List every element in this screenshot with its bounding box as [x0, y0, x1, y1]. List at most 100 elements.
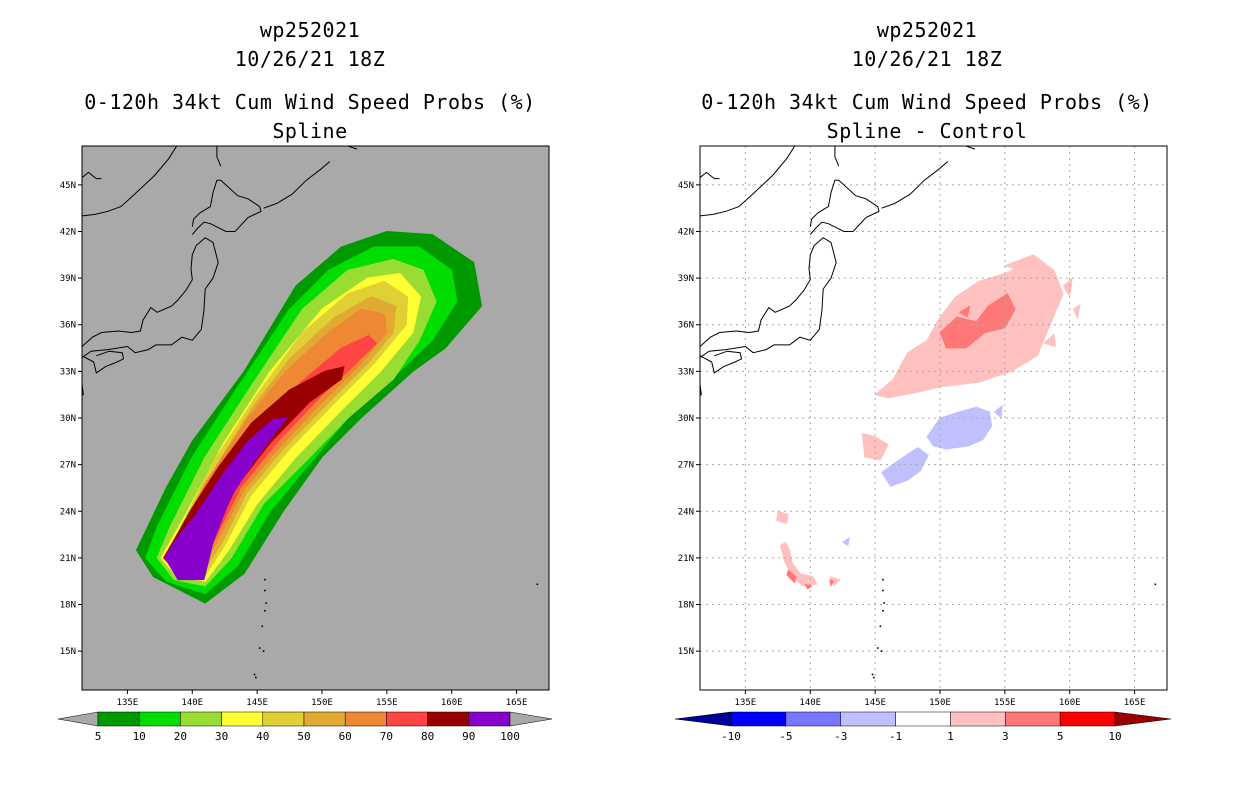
colorbar-swatch-5	[303, 711, 346, 727]
y-tick-label-39N: 39N	[678, 274, 694, 284]
coastline-7	[881, 161, 949, 209]
colorbar-swatch-3	[895, 711, 951, 727]
island-9	[536, 583, 539, 586]
y-tick-label-33N: 33N	[60, 367, 76, 377]
coastline-0	[82, 237, 219, 359]
left-title-1: wp252021	[259, 18, 361, 42]
coastline-8	[347, 146, 358, 150]
colorbar-label-10: 10	[1108, 730, 1121, 743]
right-map-panel: 135E 140E 145E 150E 155E 160E 165E 15N 18N 21N 24N…	[674, 145, 1172, 743]
y-tick-label-45N: 45N	[60, 181, 76, 191]
colorbar-swatch-1	[138, 711, 181, 727]
island-0	[882, 578, 884, 581]
coastline-1	[809, 179, 880, 235]
x-tick-label-160E: 160E	[441, 698, 463, 708]
coastline-2	[834, 146, 840, 167]
diff-patch-2	[1062, 277, 1073, 298]
colorbar-swatch-1	[785, 711, 841, 727]
y-tick-label-39N: 39N	[60, 274, 76, 284]
y-tick-label-15N: 15N	[60, 647, 76, 657]
colorbar-swatch-8	[427, 711, 470, 727]
x-tick-label-145E: 145E	[246, 698, 268, 708]
colorbar-swatch-7	[386, 711, 428, 727]
coastline-6	[700, 383, 702, 403]
right-title-2: 10/26/21 18Z	[851, 47, 1003, 71]
island-4	[261, 625, 264, 628]
map-background	[700, 146, 1167, 690]
y-tick-label-36N: 36N	[678, 321, 694, 331]
left-title-3: 0-120h 34kt Cum Wind Speed Probs (%)	[84, 90, 536, 114]
diff-patch-1	[1004, 254, 1045, 274]
diff-patch-5	[939, 293, 1016, 349]
x-tick-label-155E: 155E	[994, 698, 1016, 708]
island-5	[258, 647, 261, 649]
left-title-2: 10/26/21 18Z	[234, 47, 386, 71]
x-tick-label-140E: 140E	[799, 698, 821, 708]
island-2	[265, 602, 268, 604]
colorbar-label-30: 30	[215, 730, 228, 743]
island-9	[1154, 583, 1157, 586]
x-tick-label-165E: 165E	[1124, 698, 1146, 708]
x-tick-label-150E: 150E	[929, 698, 951, 708]
colorbar-label-10: 10	[133, 730, 146, 743]
colorbar-label-80: 80	[421, 730, 434, 743]
colorbar-label-90: 90	[462, 730, 475, 743]
colorbar-swatch-4	[262, 711, 305, 727]
x-tick-label-160E: 160E	[1059, 698, 1081, 708]
coastline-3	[82, 146, 178, 217]
colorbar-label-50: 50	[297, 730, 310, 743]
diff-patch-3	[1043, 333, 1056, 347]
colorbar: 5 10 20 30 40 50 60 70 80 90 100	[57, 711, 553, 743]
island-1	[264, 589, 266, 592]
y-tick-label-30N: 30N	[678, 414, 694, 424]
y-tick-label-36N: 36N	[60, 321, 76, 331]
diff-patch-17	[842, 537, 850, 546]
colorbar-low-arrow	[674, 711, 732, 727]
x-tick-label-150E: 150E	[311, 698, 333, 708]
y-tick-label-24N: 24N	[678, 507, 694, 517]
y-tick-label-42N: 42N	[678, 227, 694, 237]
y-tick-label-24N: 24N	[60, 507, 76, 517]
y-tick-label-21N: 21N	[678, 554, 694, 564]
colorbar-label-60: 60	[339, 730, 352, 743]
colorbar-swatch-2	[840, 711, 896, 727]
left-title-4: Spline	[272, 119, 348, 143]
y-tick-label-15N: 15N	[678, 647, 694, 657]
colorbar-label-1: 1	[947, 730, 954, 743]
x-tick-label-155E: 155E	[376, 698, 398, 708]
island-1	[882, 589, 884, 592]
colorbar-label--10: -10	[721, 730, 741, 743]
y-tick-label-27N: 27N	[678, 461, 694, 471]
diff-patch-12	[804, 583, 812, 590]
island-3	[882, 609, 884, 612]
diff-patch-13	[829, 579, 834, 587]
y-tick-label-27N: 27N	[60, 461, 76, 471]
x-tick-label-145E: 145E	[864, 698, 886, 708]
colorbar-swatch-4	[950, 711, 1006, 727]
coastline-3	[700, 146, 796, 217]
left-map-panel: 135E 140E 145E 150E 155E 160E 165E 15N 18N 21N 24N…	[57, 145, 553, 743]
colorbar-low-arrow	[57, 711, 99, 727]
right-title-4: Spline - Control	[826, 119, 1028, 143]
colorbar-label-5: 5	[1057, 730, 1064, 743]
colorbar-label-3: 3	[1002, 730, 1009, 743]
x-tick-label-135E: 135E	[735, 698, 757, 708]
coastline-4	[700, 171, 720, 180]
colorbar-label-5: 5	[95, 730, 102, 743]
island-3	[264, 609, 266, 612]
y-tick-label-33N: 33N	[678, 367, 694, 377]
colorbar-swatch-2	[180, 711, 222, 727]
diff-patch-6	[959, 305, 971, 318]
colorbar-swatch-5	[1005, 711, 1061, 727]
diff-patch-4	[1073, 304, 1081, 319]
y-tick-label-30N: 30N	[60, 414, 76, 424]
colorbar-high-arrow	[1114, 711, 1172, 727]
colorbar-label--1: -1	[889, 730, 902, 743]
x-tick-label-140E: 140E	[181, 698, 203, 708]
coastline-1	[191, 179, 262, 235]
colorbar-swatch-0	[97, 711, 140, 727]
diff-patch-11	[786, 569, 797, 584]
diff-patch-8	[776, 510, 789, 525]
colorbar-swatch-3	[221, 711, 264, 727]
